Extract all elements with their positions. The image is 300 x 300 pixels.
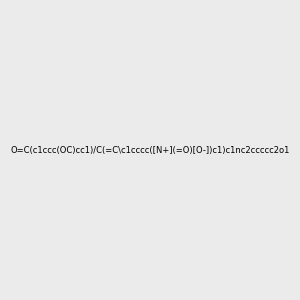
Text: O=C(c1ccc(OC)cc1)/C(=C\c1cccc([N+](=O)[O-])c1)c1nc2ccccc2o1: O=C(c1ccc(OC)cc1)/C(=C\c1cccc([N+](=O)[O… <box>10 146 290 154</box>
